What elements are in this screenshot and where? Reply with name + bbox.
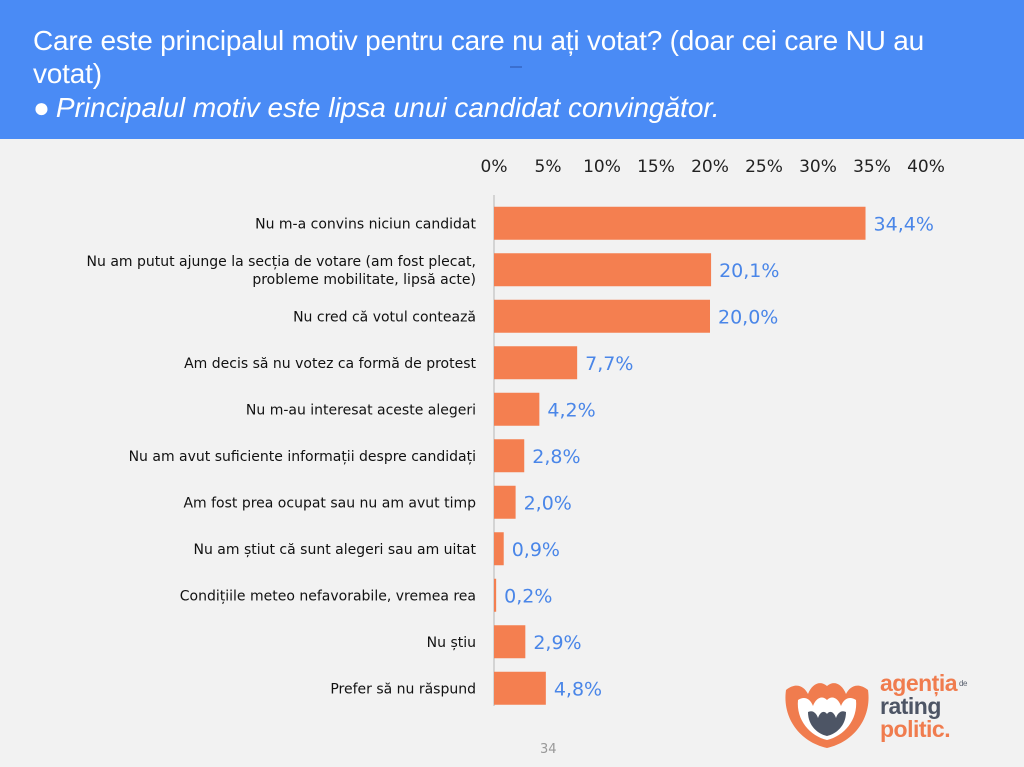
- x-tick-label: 10%: [583, 157, 621, 177]
- logo-line-1-small: de: [959, 679, 967, 688]
- value-label: 2,0%: [524, 492, 572, 514]
- category-label: Nu am avut suficiente informații despre …: [129, 449, 476, 465]
- value-label: 4,2%: [547, 399, 595, 421]
- category-label: Prefer să nu răspund: [330, 681, 476, 697]
- bar: [494, 299, 710, 333]
- bar: [494, 253, 712, 287]
- x-tick-label: 40%: [907, 157, 945, 177]
- bar: [494, 346, 578, 380]
- category-label: probleme mobilitate, lipsă acte): [252, 272, 476, 288]
- x-tick-label: 15%: [637, 157, 675, 177]
- logo-line-3: politic.: [880, 716, 951, 742]
- category-label: Nu am știut că sunt alegeri sau am uitat: [193, 542, 476, 558]
- value-label: 34,4%: [874, 213, 934, 235]
- category-label: Nu știu: [427, 635, 476, 651]
- key-finding-text: Principalul motiv este lipsa unui candid…: [55, 92, 720, 123]
- value-label: 0,9%: [512, 539, 560, 561]
- bullet-icon: ●: [33, 92, 50, 123]
- bar: [494, 392, 540, 426]
- bar: [494, 625, 526, 659]
- key-finding: ● Principalul motiv este lipsa unui candi…: [33, 92, 719, 124]
- bar: [494, 206, 866, 240]
- value-label: 4,8%: [554, 678, 602, 700]
- page-number: 34: [540, 742, 557, 757]
- x-tick-label: 20%: [691, 157, 729, 177]
- bar: [494, 578, 497, 612]
- value-label: 0,2%: [504, 585, 552, 607]
- category-label: Condițiile meteo nefavorabile, vremea re…: [180, 588, 476, 604]
- survey-question: Care este principalul motiv pentru care …: [33, 25, 924, 89]
- agency-logo: agenția de rating politic.: [780, 668, 995, 750]
- category-label: Nu cred că votul contează: [293, 309, 476, 325]
- category-label: Am decis să nu votez ca formă de protest: [184, 356, 476, 372]
- logo-line-2: rating: [880, 693, 941, 719]
- value-label: 7,7%: [585, 353, 633, 375]
- bar: [494, 439, 525, 473]
- header-dash: [510, 66, 522, 68]
- value-label: 2,8%: [532, 446, 580, 468]
- value-label: 2,9%: [533, 632, 581, 654]
- bar: [494, 671, 546, 705]
- logo-mark-icon: [785, 683, 869, 748]
- slide-header: Care este principalul motiv pentru care …: [0, 0, 1024, 139]
- x-tick-label: 35%: [853, 157, 891, 177]
- logo-wordmark: agenția de rating politic.: [880, 672, 967, 741]
- category-label: Am fost prea ocupat sau nu am avut timp: [183, 495, 476, 511]
- category-label: Nu am putut ajunge la secția de votare (…: [87, 254, 476, 270]
- x-tick-label: 30%: [799, 157, 837, 177]
- value-label: 20,1%: [719, 260, 779, 282]
- x-tick-label: 25%: [745, 157, 783, 177]
- x-tick-label: 5%: [535, 157, 562, 177]
- logo-line-1: agenția: [880, 670, 958, 696]
- bar: [494, 532, 504, 566]
- bar: [494, 485, 516, 519]
- category-label: Nu m-a convins niciun candidat: [255, 216, 476, 232]
- x-tick-label: 0%: [481, 157, 508, 177]
- category-label: Nu m-au interesat aceste alegeri: [246, 402, 476, 418]
- value-label: 20,0%: [718, 306, 778, 328]
